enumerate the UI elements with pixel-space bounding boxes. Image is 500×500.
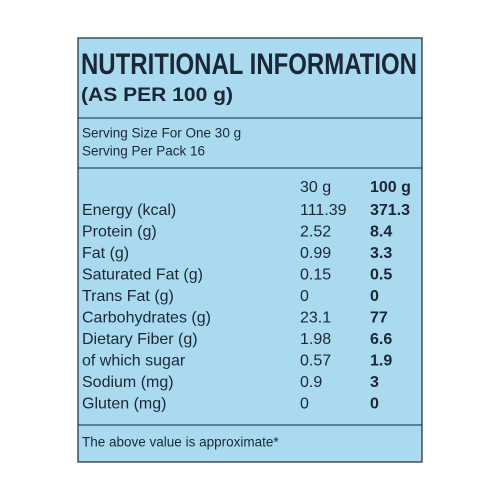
row-label: Carbohydrates (g) [82,310,211,327]
column-header: 30 g [300,179,331,196]
row-label: Protein (g) [82,224,157,241]
serving-size: Serving Size For One 30 g [82,126,241,141]
row-label: Trans Fat (g) [82,288,174,305]
row-value: 0.99 [300,245,331,262]
row-value: 0 [370,288,379,305]
row-value: 1.9 [370,353,392,370]
row-value: 6.6 [370,331,392,348]
subtitle: (AS PER 100 g) [81,85,233,106]
row-label: Gluten (mg) [82,396,166,413]
row-label: Sodium (mg) [82,374,174,391]
row-value: 0.5 [370,267,392,284]
row-value: 3 [370,374,379,391]
row-value: 111.39 [300,202,347,219]
row-value: 0 [300,396,309,413]
title: NUTRITIONAL INFORMATION [81,48,417,81]
row-value: 77 [370,310,388,327]
row-value: 1.98 [300,331,331,348]
footnote: The above value is approximate* [82,435,279,450]
row-label: Saturated Fat (g) [82,267,203,284]
row-value: 3.3 [370,245,392,262]
row-value: 0 [300,288,309,305]
row-label: Energy (kcal) [82,202,176,219]
row-label: Dietary Fiber (g) [82,331,198,348]
row-label: of which sugar [82,353,186,370]
row-value: 0 [370,396,379,413]
row-label: Fat (g) [82,245,129,262]
row-value: 0.9 [300,374,322,391]
row-value: 2.52 [300,224,331,241]
row-value: 23.1 [300,310,331,327]
row-value: 371.3 [370,202,410,219]
column-header: 100 g [370,179,411,196]
row-value: 0.15 [300,267,331,284]
serving-per-pack: Serving Per Pack 16 [82,144,205,159]
label-panel [77,37,423,463]
row-value: 0.57 [300,353,331,370]
row-value: 8.4 [370,224,392,241]
table-rows: Energy (kcal) 111.39 371.3 Protein (g) 2.52 8… [82,202,410,413]
